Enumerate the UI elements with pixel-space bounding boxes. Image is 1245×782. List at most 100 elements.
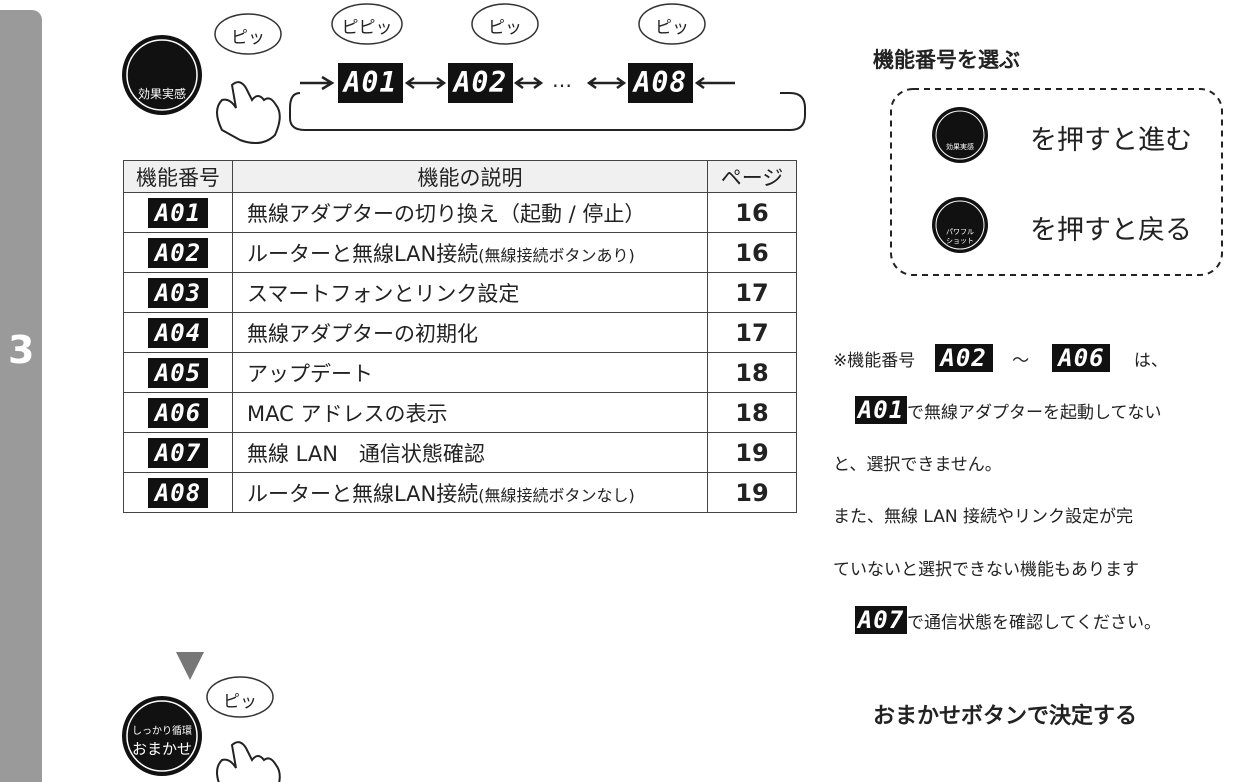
description: アップデート — [247, 361, 373, 386]
arrow — [694, 76, 735, 90]
code-display: A08 — [148, 477, 208, 508]
code-cell: A07 — [123, 432, 233, 473]
note-line: A01 で無線アダプターを起動してない — [855, 396, 1162, 424]
button-label: パワフル — [946, 228, 974, 236]
button-label: 効果実感 — [946, 143, 974, 151]
arrow — [586, 76, 627, 90]
code-display: A02 — [934, 344, 993, 372]
ellipsis: … — [552, 68, 572, 92]
button — [932, 197, 988, 253]
beep: ピッ — [655, 18, 689, 38]
page-cell: 17 — [707, 272, 797, 313]
arrow — [513, 76, 544, 90]
button — [122, 696, 202, 776]
code-display: A07 — [855, 606, 907, 634]
table-row: A08 ルーターと無線LAN接続(無線接続ボタンなし) 19 — [123, 472, 797, 513]
table-row: A01 無線アダプターの切り換え（起動 / 停止） 16 — [123, 192, 797, 233]
code-display: A03 — [148, 277, 208, 308]
arrow — [404, 76, 447, 90]
note-line: ※機能番号 A02 ～ A06 は、 — [833, 344, 1168, 372]
side-tab-number: 3 — [8, 328, 35, 372]
beep: ピピッ — [341, 18, 393, 38]
button-ring — [126, 39, 198, 111]
page-cell: 17 — [707, 312, 797, 353]
description: スマートフォンとリンク設定 — [247, 281, 520, 306]
page-cell: 19 — [707, 472, 797, 513]
side-tab — [0, 10, 42, 782]
code-display: A01 — [148, 197, 208, 228]
note-line: また、無線 LAN 接続やリンク設定が完 — [833, 507, 1134, 527]
note-line: ていないと選択できない機能もあります — [833, 560, 1139, 580]
code-cell: A03 — [123, 272, 233, 313]
description-cell: ルーターと無線LAN接続(無線接続ボタンなし) — [232, 472, 708, 513]
description-note: (無線接続ボタンなし) — [478, 485, 635, 505]
description-cell: MAC アドレスの表示 — [232, 392, 708, 433]
bubble — [638, 3, 706, 45]
table-row: A05 アップデート 18 — [123, 352, 797, 393]
bubble — [206, 676, 274, 718]
code-display: A07 — [148, 437, 208, 468]
button-ring — [935, 110, 985, 160]
description: MAC アドレスの表示 — [247, 401, 448, 426]
table-row: A06 MAC アドレスの表示 18 — [123, 392, 797, 433]
hand — [216, 81, 281, 145]
description: ルーターと無線LAN接続 — [247, 481, 479, 506]
bubble — [331, 3, 403, 45]
note-line: と、選択できません。 — [833, 455, 1002, 475]
description-cell: ルーターと無線LAN接続(無線接続ボタンあり) — [232, 232, 708, 273]
code-cell: A06 — [123, 392, 233, 433]
description-cell: 無線アダプターの切り換え（起動 / 停止） — [232, 192, 708, 233]
table-row: A04 無線アダプターの初期化 17 — [123, 312, 797, 353]
beep: ピッ — [223, 692, 257, 712]
button — [932, 107, 988, 163]
code-cell: A02 — [123, 232, 233, 273]
description: 無線アダプターの初期化 — [247, 321, 478, 346]
header-cell: 機能の説明 — [232, 160, 708, 193]
code-cell: A05 — [123, 352, 233, 393]
header-cell: 機能番号 — [123, 160, 233, 193]
note-text: で無線アダプターを起動してない — [907, 403, 1162, 423]
bubble — [471, 3, 539, 45]
description-cell: スマートフォンとリンク設定 — [232, 272, 708, 313]
note-line: A07 で通信状態を確認してください。 — [855, 606, 1161, 634]
button — [122, 35, 202, 115]
description-cell: 無線アダプターの初期化 — [232, 312, 708, 353]
header-cell: ページ — [707, 160, 797, 193]
table-row: A03 スマートフォンとリンク設定 17 — [123, 272, 797, 313]
page-cell: 18 — [707, 392, 797, 433]
code-display: A06 — [1052, 344, 1111, 372]
button-ring — [126, 700, 198, 772]
code-display: A05 — [148, 357, 208, 388]
page-cell: 18 — [707, 352, 797, 393]
code-display: A04 — [148, 317, 208, 348]
button-label: 効果実感 — [137, 87, 186, 101]
button-label: おまかせ — [131, 740, 192, 758]
instruction: を押すと進む — [1030, 125, 1192, 156]
code-display: A02 — [448, 63, 513, 103]
description: 無線アダプターの切り換え（起動 / 停止） — [247, 201, 646, 226]
description-note: (無線接続ボタンあり) — [478, 245, 635, 265]
note-text: ※機能番号 — [833, 351, 916, 371]
code-display: A01 — [338, 63, 403, 103]
code-display: A08 — [628, 63, 693, 103]
note-text: ～ — [1012, 351, 1030, 371]
arrow — [300, 75, 335, 91]
function-table: 機能番号 機能の説明 ページ A01 無線アダプターの切り換え（起動 / 停止） 1… — [123, 160, 797, 513]
table-row: A02 ルーターと無線LAN接続(無線接続ボタンあり) 16 — [123, 232, 797, 273]
section-title: おまかせボタンで決定する — [873, 704, 1138, 729]
loop-line — [289, 92, 806, 131]
code-display: A01 — [855, 396, 907, 424]
code-cell: A01 — [123, 192, 233, 233]
instruction: を押すと戻る — [1030, 215, 1192, 246]
description-cell: アップデート — [232, 352, 708, 393]
page-cell: 16 — [707, 192, 797, 233]
note-text: で通信状態を確認してください。 — [907, 613, 1161, 633]
table-row: A07 無線 LAN 通信状態確認 19 — [123, 432, 797, 473]
description-cell: 無線 LAN 通信状態確認 — [232, 432, 708, 473]
code-cell: A08 — [123, 472, 233, 513]
note-text: は、 — [1133, 351, 1168, 371]
description: ルーターと無線LAN接続 — [247, 241, 479, 266]
beep: ピッ — [488, 18, 522, 38]
